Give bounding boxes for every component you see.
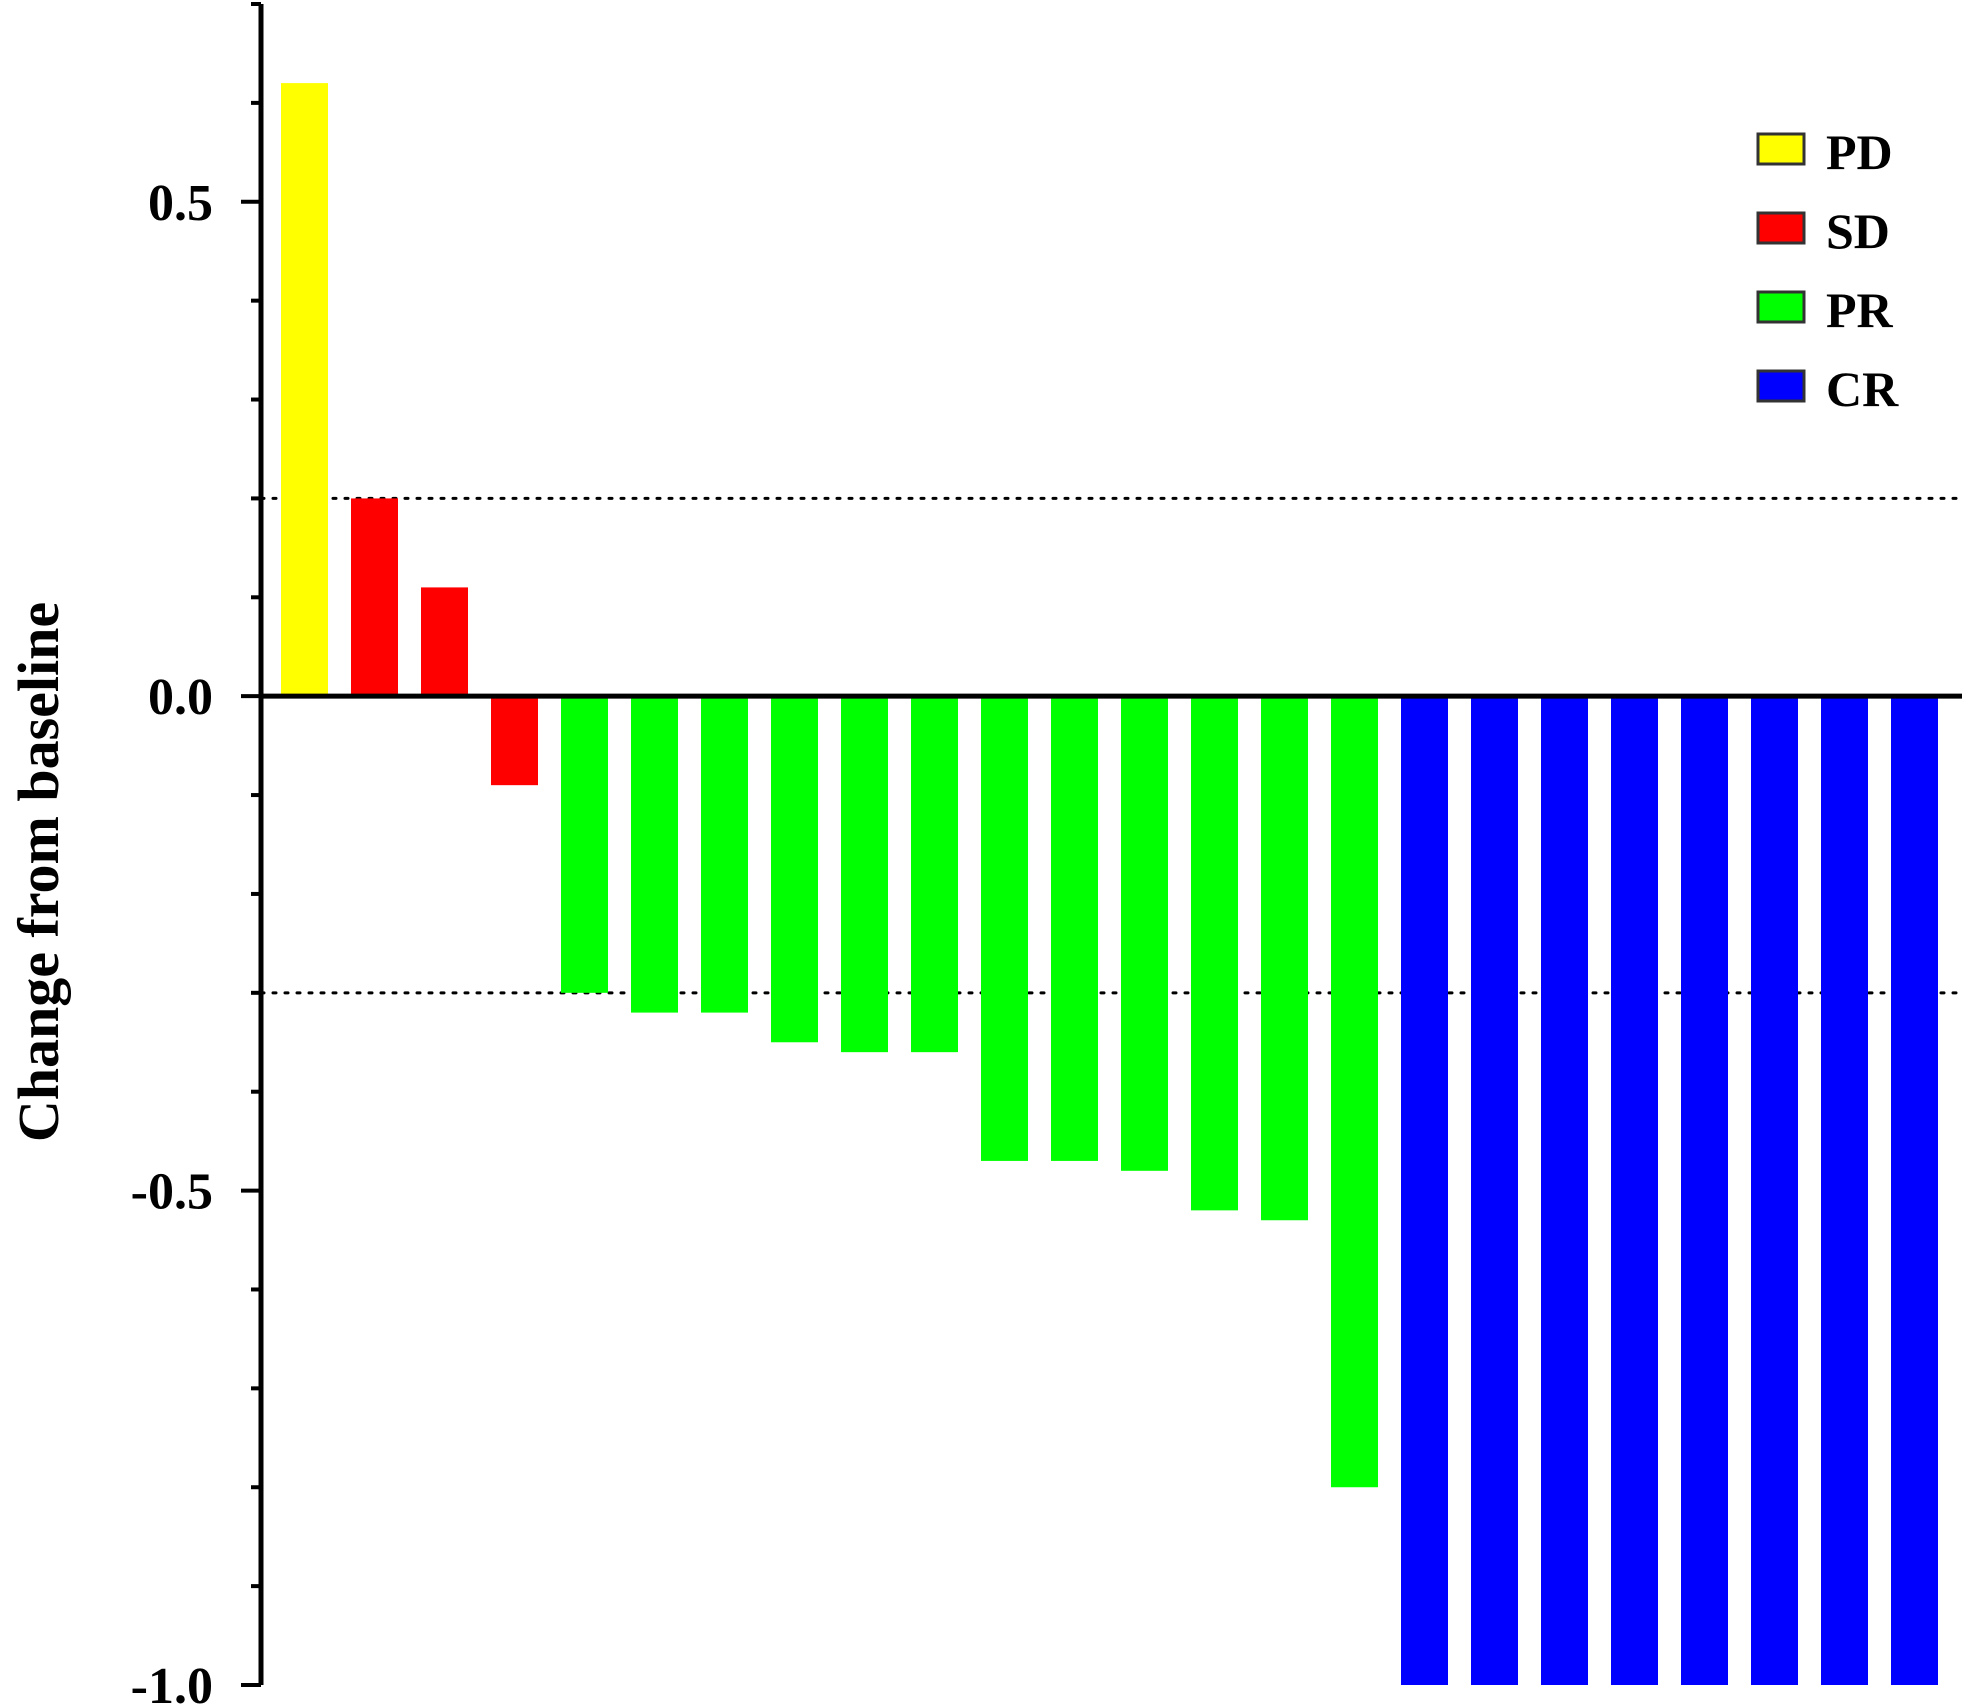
bar-17-cr <box>1401 696 1448 1685</box>
legend-swatch-pd <box>1756 132 1806 166</box>
axes: 0.5 0.0 -0.5 -1.0 <box>131 2 1962 1707</box>
bars <box>281 83 1938 1685</box>
bar-18-cr <box>1471 696 1518 1685</box>
y-tick-label: 0.5 <box>148 175 213 232</box>
bar-22-cr <box>1751 696 1798 1685</box>
bar-2-sd <box>351 498 398 697</box>
legend-swatch-sd <box>1756 211 1806 245</box>
legend-swatch-pr <box>1756 290 1806 324</box>
bar-12-pr <box>1051 696 1098 1161</box>
legend-label-sd: SD <box>1826 203 1890 259</box>
bar-6-pr <box>631 696 678 1013</box>
legend-label-pr: PR <box>1826 282 1894 338</box>
bar-15-pr <box>1261 696 1308 1221</box>
bar-4-sd <box>491 696 538 786</box>
y-axis-title: Change from baseline <box>6 602 71 1142</box>
legend-label-pd: PD <box>1826 124 1893 180</box>
bar-20-cr <box>1611 696 1658 1685</box>
bar-21-cr <box>1681 696 1728 1685</box>
bar-8-pr <box>771 696 818 1043</box>
reference-lines <box>259 496 1964 995</box>
bar-1-pd <box>281 83 328 697</box>
y-tick-label: -1.0 <box>131 1658 213 1707</box>
legend-label-cr: CR <box>1826 361 1899 417</box>
bar-3-sd <box>421 587 468 697</box>
bar-23-cr <box>1821 696 1868 1685</box>
bar-7-pr <box>701 696 748 1013</box>
bar-11-pr <box>981 696 1028 1161</box>
y-tick-label: 0.0 <box>148 669 213 726</box>
bar-24-cr <box>1891 696 1938 1685</box>
bar-13-pr <box>1121 696 1168 1171</box>
legend: PD SD PR CR <box>1756 124 1899 417</box>
bar-9-pr <box>841 696 888 1053</box>
bar-10-pr <box>911 696 958 1053</box>
bar-5-pr <box>561 696 608 993</box>
bar-16-pr <box>1331 696 1378 1488</box>
legend-swatch-cr <box>1756 369 1806 403</box>
bar-19-cr <box>1541 696 1588 1685</box>
y-tick-label: -0.5 <box>131 1164 213 1221</box>
bar-14-pr <box>1191 696 1238 1211</box>
